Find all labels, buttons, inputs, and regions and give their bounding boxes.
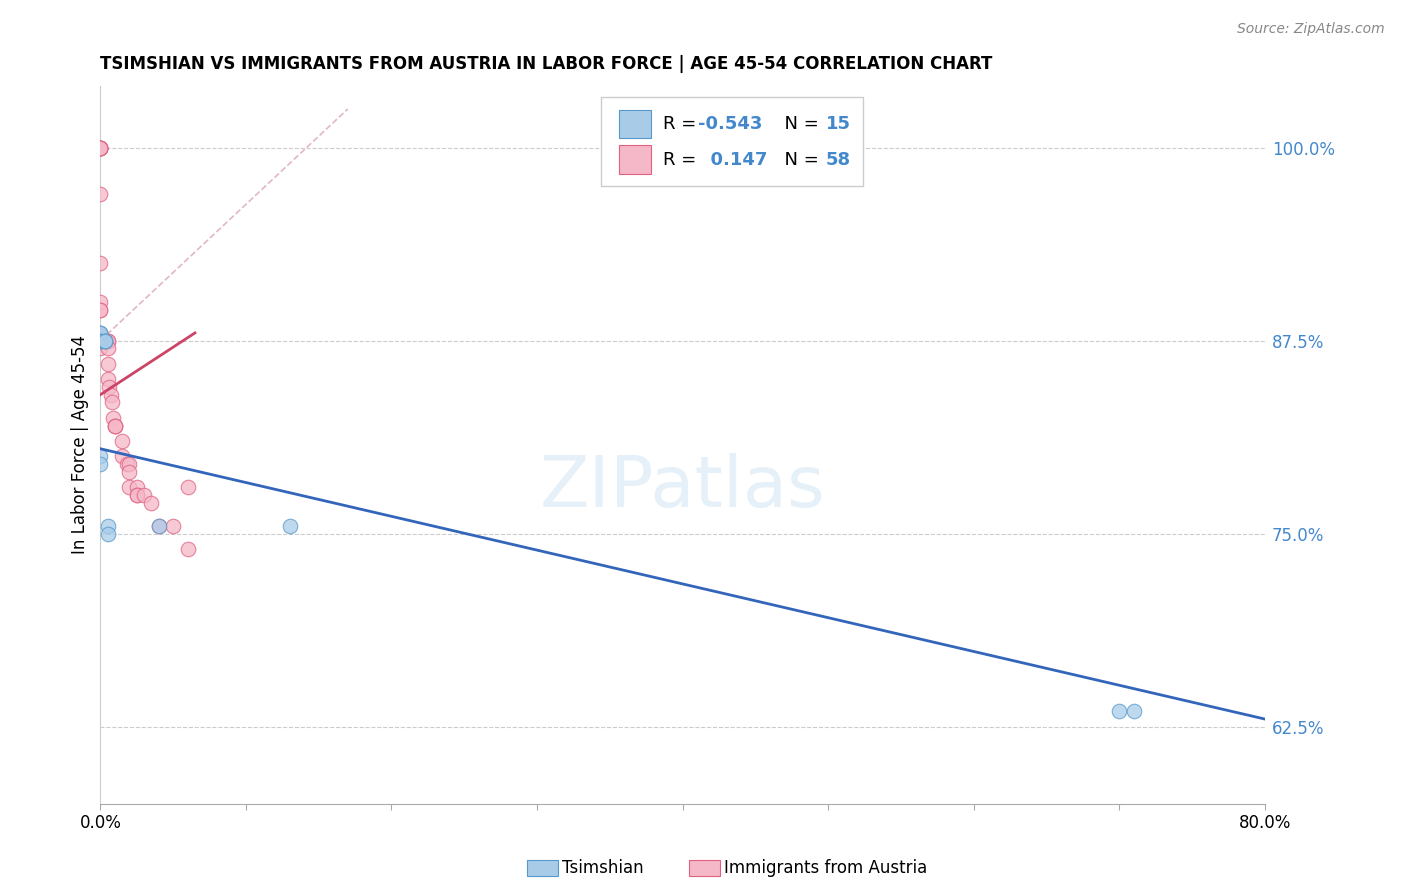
Text: ZIPatlas: ZIPatlas	[540, 453, 825, 523]
Point	[97, 342, 120, 356]
Point	[93, 334, 115, 348]
Y-axis label: In Labor Force | Age 45-54: In Labor Force | Age 45-54	[72, 335, 89, 555]
Text: N =: N =	[773, 151, 825, 169]
Point	[98, 380, 121, 394]
Text: Tsimshian: Tsimshian	[562, 859, 644, 877]
Point	[89, 140, 111, 154]
Point	[118, 465, 141, 479]
Point	[162, 519, 184, 533]
Point	[125, 488, 148, 502]
Text: N =: N =	[773, 115, 825, 133]
Point	[104, 418, 127, 433]
Text: -0.543: -0.543	[697, 115, 762, 133]
Point	[89, 334, 111, 348]
Point	[176, 542, 198, 557]
Point	[104, 418, 127, 433]
Point	[148, 519, 170, 533]
Text: 15: 15	[825, 115, 851, 133]
Point	[93, 334, 115, 348]
Point	[1122, 704, 1144, 718]
Point	[125, 488, 148, 502]
Point	[111, 450, 134, 464]
Point	[89, 140, 111, 154]
Point	[148, 519, 170, 533]
FancyBboxPatch shape	[602, 96, 863, 186]
Text: 58: 58	[825, 151, 851, 169]
Point	[93, 334, 115, 348]
Point	[118, 457, 141, 471]
Point	[1108, 704, 1130, 718]
Point	[141, 496, 163, 510]
Point	[89, 326, 111, 340]
Point	[115, 457, 138, 471]
Point	[89, 140, 111, 154]
Point	[97, 334, 120, 348]
Text: 0.147: 0.147	[697, 151, 768, 169]
Text: TSIMSHIAN VS IMMIGRANTS FROM AUSTRIA IN LABOR FORCE | AGE 45-54 CORRELATION CHAR: TSIMSHIAN VS IMMIGRANTS FROM AUSTRIA IN …	[100, 55, 993, 73]
Point	[100, 387, 122, 401]
Point	[89, 140, 111, 154]
Point	[89, 302, 111, 317]
Point	[103, 410, 125, 425]
Point	[104, 418, 127, 433]
FancyBboxPatch shape	[619, 145, 651, 174]
Point	[278, 519, 301, 533]
Point	[89, 450, 111, 464]
Text: Immigrants from Austria: Immigrants from Austria	[724, 859, 928, 877]
Point	[118, 480, 141, 494]
Text: R =: R =	[662, 115, 702, 133]
Point	[93, 334, 115, 348]
Point	[125, 480, 148, 494]
Point	[89, 334, 111, 348]
Point	[93, 334, 115, 348]
Point	[97, 526, 120, 541]
Point	[111, 434, 134, 448]
Point	[96, 334, 118, 348]
FancyBboxPatch shape	[619, 110, 651, 138]
Point	[93, 334, 115, 348]
Text: Source: ZipAtlas.com: Source: ZipAtlas.com	[1237, 22, 1385, 37]
Point	[89, 140, 111, 154]
Point	[97, 357, 120, 371]
Point	[101, 395, 124, 409]
Point	[89, 302, 111, 317]
Point	[89, 186, 111, 201]
Point	[97, 519, 120, 533]
Point	[176, 480, 198, 494]
Point	[89, 457, 111, 471]
Point	[89, 256, 111, 270]
Point	[97, 372, 120, 386]
Point	[89, 334, 111, 348]
Point	[93, 334, 115, 348]
Text: R =: R =	[662, 151, 702, 169]
Point	[132, 488, 155, 502]
Point	[89, 326, 111, 340]
Point	[89, 326, 111, 340]
Point	[89, 342, 111, 356]
Point	[89, 140, 111, 154]
Point	[89, 295, 111, 310]
Point	[97, 334, 120, 348]
Point	[89, 140, 111, 154]
